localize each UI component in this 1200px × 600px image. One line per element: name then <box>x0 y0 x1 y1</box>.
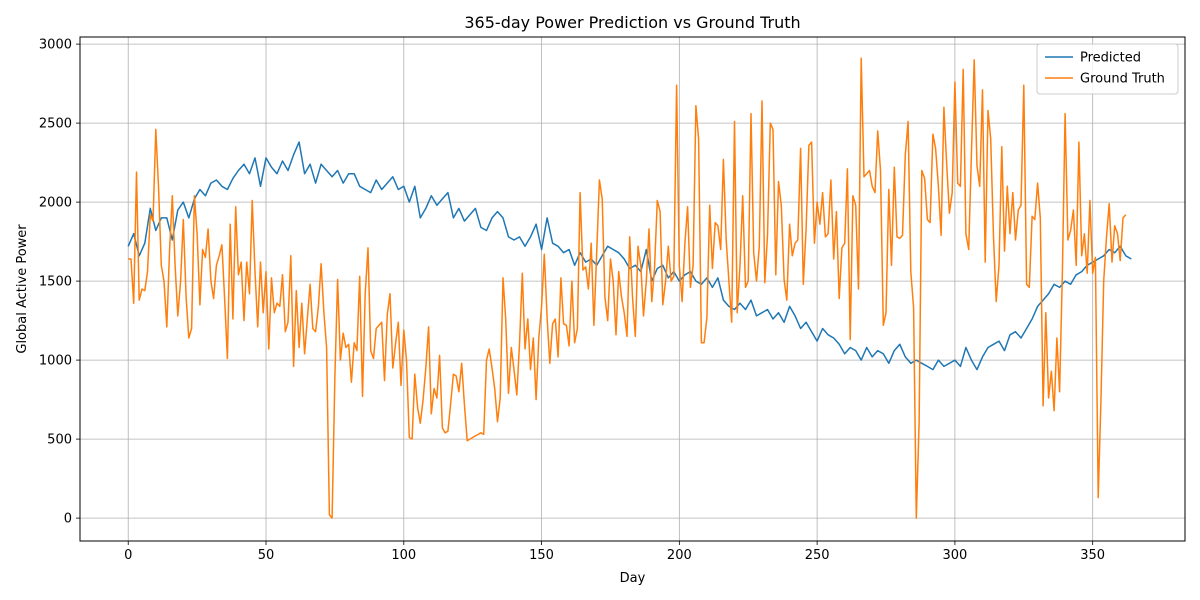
y-tick-label: 3000 <box>39 38 72 53</box>
x-tick-label: 350 <box>1080 548 1105 563</box>
x-tick-label: 300 <box>942 548 967 563</box>
x-tick-label: 200 <box>667 548 692 563</box>
y-tick-label: 0 <box>64 512 72 527</box>
x-tick-label: 0 <box>124 548 132 563</box>
y-axis-title: Global Active Power <box>15 224 30 354</box>
chart-title: 365-day Power Prediction vs Ground Truth <box>464 13 800 32</box>
y-tick-label: 2000 <box>39 196 72 211</box>
y-tick-label: 1000 <box>39 354 72 369</box>
x-tick-label: 150 <box>529 548 554 563</box>
series-line-1 <box>128 57 1127 519</box>
axis-ticks: 0 50 100 150 200 250 300 350 0 500 1000 1500 2000 250… <box>39 38 1105 563</box>
x-tick-label: 250 <box>805 548 830 563</box>
series-line-0 <box>127 141 1132 371</box>
x-axis-title: Day <box>620 571 646 586</box>
y-tick-label: 2500 <box>39 117 72 132</box>
legend-label-0: Predicted <box>1080 51 1141 66</box>
legend-label-1: Ground Truth <box>1080 72 1165 87</box>
y-tick-label: 500 <box>47 433 72 448</box>
x-tick-label: 50 <box>258 548 275 563</box>
series-lines <box>127 57 1132 519</box>
plot-frame <box>79 36 1186 542</box>
y-tick-label: 1500 <box>39 275 72 290</box>
legend: Predicted Ground Truth <box>1036 43 1179 95</box>
x-tick-label: 100 <box>391 548 416 563</box>
